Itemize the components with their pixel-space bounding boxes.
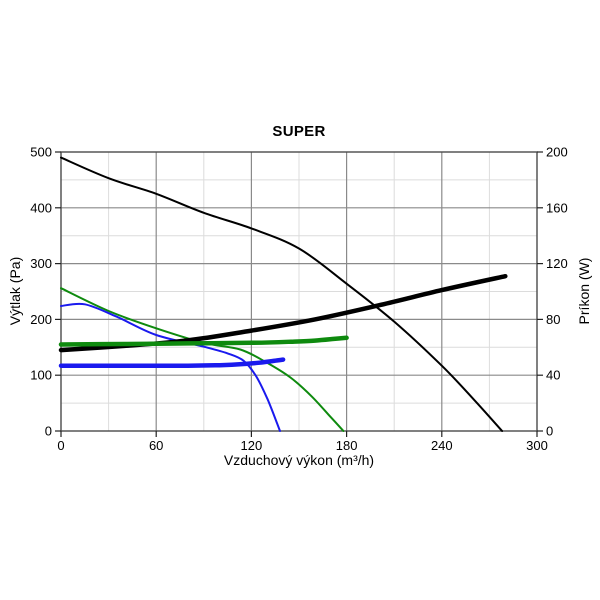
series-power-input-curve bbox=[58, 273, 508, 353]
series-pressure-curve-low-speed bbox=[60, 302, 281, 432]
y-right-tick-label: 200 bbox=[546, 145, 568, 160]
y-left-tick-label: 200 bbox=[30, 312, 52, 327]
x-tick-label: 0 bbox=[57, 438, 64, 453]
series-curves bbox=[58, 156, 508, 432]
x-tick-label: 300 bbox=[526, 438, 548, 453]
y-left-tick-label: 400 bbox=[30, 200, 52, 215]
y-left-tick-label: 100 bbox=[30, 368, 52, 383]
x-tick-label: 60 bbox=[149, 438, 163, 453]
x-tick-label: 240 bbox=[431, 438, 453, 453]
y-axis-title-left: Výtlak (Pa) bbox=[7, 256, 23, 326]
y-right-tick-label: 160 bbox=[546, 200, 568, 215]
plot-border bbox=[60, 151, 538, 432]
y-right-tick-label: 40 bbox=[546, 368, 560, 383]
series-operating-curve-mid-speed bbox=[58, 335, 349, 347]
y-right-tick-label: 80 bbox=[546, 312, 560, 327]
y-left-tick-label: 500 bbox=[30, 145, 52, 160]
y-right-tick-label: 0 bbox=[546, 424, 553, 439]
x-tick-label: 120 bbox=[241, 438, 263, 453]
minor-gridlines bbox=[61, 152, 537, 431]
x-tick-label: 180 bbox=[336, 438, 358, 453]
series-operating-curve-low-speed bbox=[58, 357, 286, 368]
series-pressure-curve-mid-speed bbox=[60, 287, 345, 432]
y-right-tick-label: 120 bbox=[546, 256, 568, 271]
x-axis-title: Vzduchový výkon (m³/h) bbox=[223, 452, 375, 468]
series-pressure-curve-max-speed bbox=[60, 156, 504, 432]
tick-labels: 0 60 120 180 240 3000100200300400500040801201… bbox=[30, 145, 567, 454]
chart-title: SUPER bbox=[272, 123, 326, 140]
y-left-tick-label: 300 bbox=[30, 256, 52, 271]
y-axis-title-right: Príkon (W) bbox=[576, 257, 592, 325]
axis-ticks bbox=[55, 151, 543, 437]
y-left-tick-label: 0 bbox=[45, 424, 52, 439]
